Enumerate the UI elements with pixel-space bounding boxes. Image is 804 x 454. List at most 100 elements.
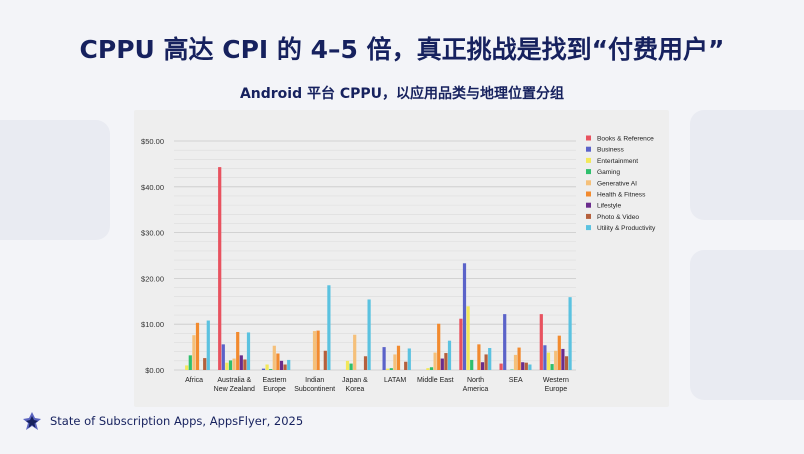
x-tick-label: Australia & xyxy=(217,377,251,384)
bar-lifestyle xyxy=(239,355,243,370)
bar-generative-ai xyxy=(393,354,397,370)
y-tick-label: $30.00 xyxy=(141,229,164,238)
bar-gaming xyxy=(228,360,233,370)
bar-generative-ai xyxy=(513,354,518,370)
bar-entertainment xyxy=(386,368,390,370)
legend-swatch xyxy=(586,213,591,219)
x-tick-label: Eastern xyxy=(262,377,286,384)
bar-entertainment xyxy=(345,360,350,370)
background-block xyxy=(690,110,804,220)
bar-entertainment xyxy=(546,352,551,370)
legend-label: Business xyxy=(597,147,624,154)
bar-generative-ai xyxy=(353,334,357,370)
bar-utility-productivity xyxy=(327,285,331,370)
bar-generative-ai xyxy=(272,345,276,370)
bar-lifestyle xyxy=(480,362,485,370)
bar-business xyxy=(503,314,507,370)
y-tick-label: $0.00 xyxy=(145,366,164,375)
bar-health-fitness xyxy=(276,353,280,370)
x-tick-label: Western xyxy=(543,377,569,384)
bar-utility-productivity xyxy=(367,299,371,370)
source-citation: State of Subscription Apps, AppsFlyer, 2… xyxy=(50,414,304,428)
bar-lifestyle xyxy=(521,362,525,370)
legend-swatch xyxy=(586,202,591,208)
legend-label: Gaming xyxy=(597,169,620,176)
bar-entertainment xyxy=(265,364,269,370)
bar-utility-productivity xyxy=(447,340,452,370)
background-block xyxy=(0,120,110,240)
bar-health-fitness xyxy=(195,322,200,370)
bar-gaming xyxy=(188,355,192,370)
bar-utility-productivity xyxy=(287,359,291,370)
bar-utility-productivity xyxy=(246,332,251,370)
bar-generative-ai xyxy=(312,331,317,370)
bar-photo-video xyxy=(404,361,408,370)
legend-label: Utility & Productivity xyxy=(597,225,656,232)
x-tick-label: Europe xyxy=(545,386,568,393)
appsflyer-logo-icon xyxy=(23,412,41,430)
background-block xyxy=(690,250,804,400)
bar-business xyxy=(382,347,386,370)
bar-photo-video xyxy=(444,353,448,370)
bar-photo-video xyxy=(283,364,287,370)
bar-books-reference xyxy=(459,318,463,370)
y-tick-label: $10.00 xyxy=(141,320,164,329)
legend-label: Health & Fitness xyxy=(597,192,646,199)
bar-business xyxy=(221,344,225,370)
bar-gaming xyxy=(470,359,474,370)
footer: State of Subscription Apps, AppsFlyer, 2… xyxy=(22,410,303,432)
bar-lifestyle xyxy=(279,360,284,370)
bar-entertainment xyxy=(426,368,430,370)
x-tick-label: North xyxy=(467,377,484,384)
legend-swatch xyxy=(586,157,591,163)
bar-gaming xyxy=(550,364,554,370)
bar-gaming xyxy=(269,369,273,370)
cppu-bar-chart: $0.00 $10.00 $20.00 $30.00 $40.00 $50.00 Afric… xyxy=(141,135,656,393)
x-tick-label: America xyxy=(463,386,489,393)
bar-photo-video xyxy=(203,358,207,370)
bar-lifestyle xyxy=(440,358,444,370)
x-tick-label: Japan & xyxy=(342,377,368,384)
bar-photo-video xyxy=(484,354,488,370)
legend-label: Books & Reference xyxy=(597,136,654,143)
legend-swatch xyxy=(586,180,591,186)
bar-health-fitness xyxy=(477,344,481,370)
y-tick-label: $50.00 xyxy=(141,137,164,146)
bar-utility-productivity xyxy=(528,364,532,370)
page-subtitle: Android 平台 CPPU，以应用品类与地理位置分组 xyxy=(239,86,565,102)
x-tick-label: Africa xyxy=(185,377,203,384)
bar-photo-video xyxy=(564,356,569,370)
x-tick-label: Korea xyxy=(346,386,365,393)
x-tick-label: LATAM xyxy=(384,377,406,384)
bar-entertainment xyxy=(466,306,470,370)
legend-label: Generative AI xyxy=(597,180,637,187)
bar-generative-ai xyxy=(232,358,236,370)
chart-card: $0.00 $10.00 $20.00 $30.00 $40.00 $50.00 Afric… xyxy=(134,110,669,407)
x-tick-label: Middle East xyxy=(417,377,454,384)
y-tick-label: $20.00 xyxy=(141,274,164,283)
legend-swatch xyxy=(586,146,591,152)
legend-swatch xyxy=(586,225,591,231)
bar-photo-video xyxy=(363,356,368,370)
x-tick-label: SEA xyxy=(509,377,523,384)
bar-business xyxy=(462,263,467,370)
legend-label: Lifestyle xyxy=(597,203,622,210)
bar-photo-video xyxy=(243,359,247,370)
legend-swatch xyxy=(586,169,591,175)
bar-utility-productivity xyxy=(407,348,411,370)
y-tick-label: $40.00 xyxy=(141,183,164,192)
bar-utility-productivity xyxy=(568,297,572,370)
page-title: CPPU 高达 CPI 的 4–5 倍，真正挑战是找到“付费用户” xyxy=(79,35,725,64)
x-tick-label: Europe xyxy=(263,386,286,393)
bar-lifestyle xyxy=(561,348,565,370)
legend-swatch xyxy=(586,135,591,141)
bar-generative-ai xyxy=(433,352,437,370)
x-tick-label: Subcontinent xyxy=(294,386,335,393)
bar-photo-video xyxy=(524,362,528,370)
x-tick-label: Indian xyxy=(305,377,324,384)
bar-books-reference xyxy=(499,363,503,370)
bar-health-fitness xyxy=(437,323,441,370)
bar-generative-ai xyxy=(192,335,196,370)
bar-business xyxy=(543,345,547,370)
bar-health-fitness xyxy=(236,331,240,370)
